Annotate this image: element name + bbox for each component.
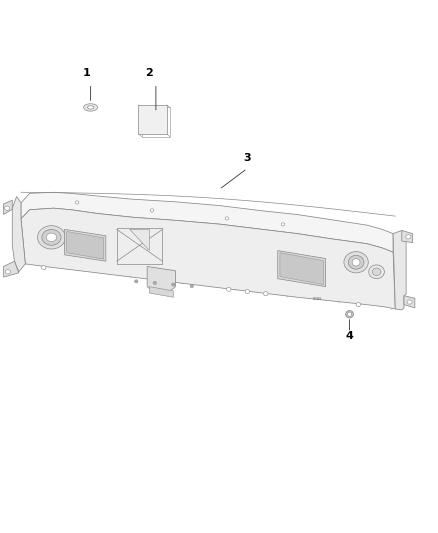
Ellipse shape	[46, 233, 57, 241]
Ellipse shape	[153, 281, 156, 285]
Ellipse shape	[42, 229, 61, 245]
Ellipse shape	[38, 225, 65, 249]
Ellipse shape	[226, 287, 231, 292]
Polygon shape	[280, 253, 323, 285]
Text: 4: 4	[346, 331, 353, 341]
Ellipse shape	[42, 265, 46, 270]
Polygon shape	[393, 230, 406, 310]
Ellipse shape	[407, 300, 412, 304]
Text: 3: 3	[244, 153, 251, 163]
Polygon shape	[21, 208, 395, 309]
Ellipse shape	[344, 252, 368, 273]
Ellipse shape	[88, 106, 94, 109]
Polygon shape	[130, 229, 149, 251]
Polygon shape	[402, 230, 413, 243]
Ellipse shape	[84, 104, 98, 111]
Polygon shape	[4, 200, 12, 215]
Ellipse shape	[225, 217, 229, 220]
Polygon shape	[4, 261, 19, 277]
Text: 1: 1	[82, 68, 90, 78]
Ellipse shape	[372, 268, 381, 276]
Ellipse shape	[172, 283, 175, 286]
Polygon shape	[67, 231, 104, 259]
Ellipse shape	[5, 270, 11, 274]
Polygon shape	[149, 287, 173, 297]
Ellipse shape	[134, 280, 138, 283]
Text: 2: 2	[145, 68, 153, 78]
Ellipse shape	[281, 223, 285, 226]
Polygon shape	[404, 296, 415, 308]
Text: BRAS: BRAS	[312, 297, 321, 301]
Ellipse shape	[245, 289, 250, 294]
Ellipse shape	[264, 292, 268, 296]
Polygon shape	[138, 105, 167, 134]
Ellipse shape	[150, 209, 154, 212]
Polygon shape	[147, 266, 176, 292]
Ellipse shape	[369, 265, 385, 279]
Polygon shape	[21, 192, 393, 252]
Ellipse shape	[352, 259, 360, 266]
Ellipse shape	[347, 312, 352, 317]
Ellipse shape	[190, 285, 194, 288]
Ellipse shape	[348, 255, 364, 269]
Polygon shape	[12, 197, 25, 272]
Polygon shape	[64, 229, 106, 261]
Ellipse shape	[75, 201, 79, 204]
Ellipse shape	[346, 311, 353, 318]
Ellipse shape	[4, 206, 10, 211]
Polygon shape	[278, 251, 325, 287]
Ellipse shape	[406, 235, 411, 239]
Ellipse shape	[356, 302, 360, 306]
